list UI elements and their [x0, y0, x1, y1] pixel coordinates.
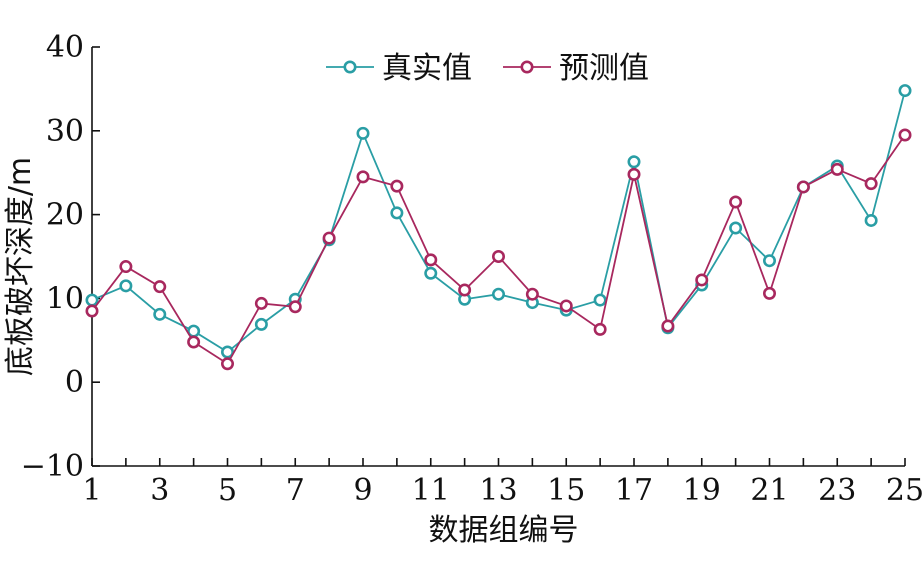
legend-marker [343, 60, 357, 74]
x-tick-label: 11 [412, 473, 450, 508]
data-point [288, 300, 302, 314]
data-point [254, 296, 268, 310]
x-tick-label: 7 [286, 473, 305, 508]
data-point [898, 128, 912, 142]
y-axis-title: 底板破坏深度/m [3, 157, 38, 376]
data-point [593, 322, 607, 336]
data-point [491, 287, 505, 301]
data-point [830, 162, 844, 176]
data-point [661, 319, 675, 333]
data-point [390, 206, 404, 220]
legend-marker [520, 60, 534, 74]
x-tick-label: 25 [886, 473, 923, 508]
data-point [729, 221, 743, 235]
x-tick-label: 23 [818, 473, 856, 508]
series-1 [85, 84, 912, 359]
data-point [153, 280, 167, 294]
data-point [559, 299, 573, 313]
y-tick-label: 0 [65, 365, 84, 400]
data-point [221, 345, 235, 359]
series-2 [85, 128, 912, 371]
data-point [424, 253, 438, 267]
data-point [85, 293, 99, 307]
x-tick-label: 21 [750, 473, 788, 508]
y-tick-label: 10 [46, 281, 84, 316]
data-point [729, 195, 743, 209]
data-point [525, 287, 539, 301]
data-point [119, 260, 133, 274]
data-point [390, 179, 404, 193]
data-point [762, 286, 776, 300]
series-line [91, 134, 906, 366]
data-point [356, 126, 370, 140]
data-point [322, 231, 336, 245]
data-point [119, 279, 133, 293]
x-tick-label: 9 [353, 473, 372, 508]
data-point [85, 304, 99, 318]
series-line [91, 90, 906, 354]
data-point [627, 167, 641, 181]
data-point [627, 155, 641, 169]
y-tick-label: −10 [21, 449, 84, 484]
x-axis-title: 数据组编号 [429, 513, 579, 548]
data-point [254, 317, 268, 331]
x-tick-label: 15 [547, 473, 585, 508]
data-point [695, 273, 709, 287]
y-tick-label: 40 [46, 30, 84, 65]
legend-label: 预测值 [559, 51, 649, 86]
x-tick-label: 17 [615, 473, 653, 508]
y-tick-label: 30 [46, 114, 84, 149]
data-point [153, 307, 167, 321]
data-point [796, 180, 810, 194]
x-tick-label: 5 [218, 473, 237, 508]
data-point [458, 283, 472, 297]
data-point [221, 357, 235, 371]
data-point [593, 293, 607, 307]
x-tick-label: 3 [150, 473, 169, 508]
x-tick-label: 13 [479, 473, 517, 508]
data-point [424, 266, 438, 280]
data-point [864, 177, 878, 191]
x-tick-label: 19 [683, 473, 721, 508]
data-point [187, 335, 201, 349]
data-point [356, 170, 370, 184]
y-tick-label: 20 [46, 198, 84, 233]
legend: 真实值 预测值 [326, 51, 649, 86]
x-tick-label: 1 [82, 473, 101, 508]
data-point [762, 254, 776, 268]
data-point [864, 213, 878, 227]
data-point [491, 250, 505, 264]
data-point [898, 84, 912, 98]
legend-label: 真实值 [382, 51, 472, 86]
series-layer [85, 84, 912, 371]
